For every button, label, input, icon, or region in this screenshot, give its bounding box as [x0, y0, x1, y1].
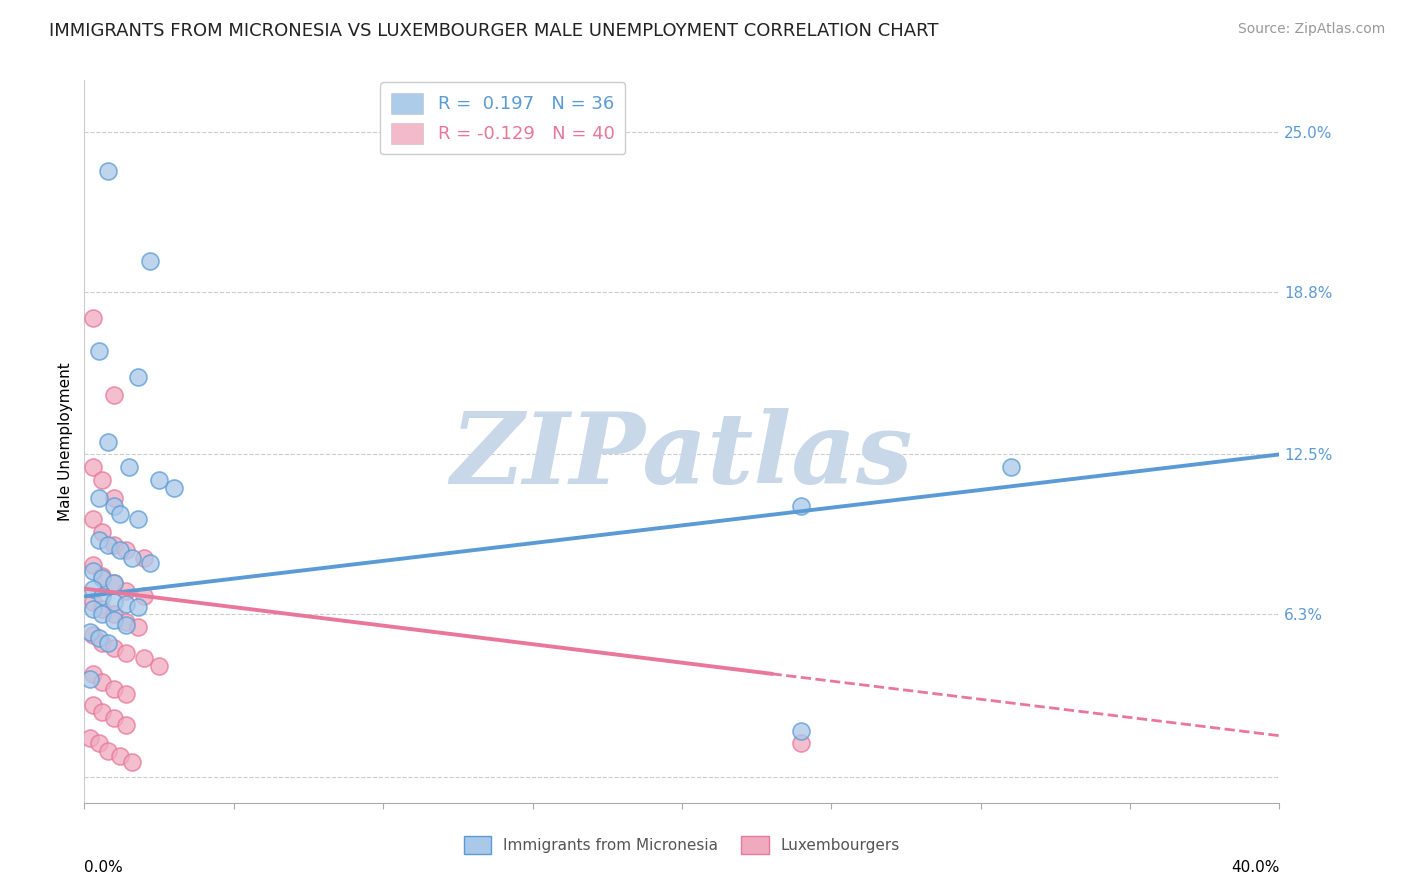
Point	[115, 687, 138, 701]
Legend: Immigrants from Micronesia, Luxembourgers: Immigrants from Micronesia, Luxembourger…	[457, 830, 907, 860]
Point	[82, 594, 104, 608]
Point	[103, 491, 125, 506]
Point	[103, 613, 125, 627]
Point	[79, 731, 101, 746]
Point	[89, 491, 111, 506]
Point	[79, 625, 101, 640]
Point	[127, 599, 149, 614]
Point	[91, 524, 114, 539]
Point	[91, 473, 114, 487]
Point	[97, 434, 120, 449]
Point	[97, 538, 120, 552]
Point	[148, 659, 170, 673]
Point	[82, 582, 104, 596]
Point	[115, 615, 138, 630]
Point	[121, 755, 143, 769]
Point	[115, 646, 138, 660]
Point	[110, 542, 132, 557]
Point	[89, 344, 111, 359]
Point	[103, 594, 125, 608]
Point	[82, 558, 104, 573]
Point	[97, 636, 120, 650]
Point	[91, 571, 114, 585]
Point	[121, 550, 143, 565]
Text: 0.0%: 0.0%	[84, 860, 124, 874]
Point	[91, 636, 114, 650]
Y-axis label: Male Unemployment: Male Unemployment	[58, 362, 73, 521]
Point	[127, 512, 149, 526]
Point	[127, 370, 149, 384]
Point	[82, 564, 104, 578]
Point	[91, 706, 114, 720]
Point	[132, 590, 156, 604]
Point	[103, 711, 125, 725]
Point	[103, 576, 125, 591]
Point	[115, 617, 138, 632]
Point	[89, 736, 111, 750]
Point	[110, 507, 132, 521]
Point	[103, 576, 125, 591]
Point	[103, 640, 125, 655]
Point	[790, 736, 813, 750]
Point	[132, 651, 156, 665]
Point	[127, 620, 149, 634]
Point	[91, 674, 114, 689]
Point	[103, 538, 125, 552]
Point	[103, 499, 125, 513]
Text: ZIPatlas: ZIPatlas	[451, 408, 912, 504]
Point	[148, 473, 170, 487]
Point	[103, 682, 125, 697]
Point	[790, 723, 813, 738]
Point	[89, 533, 111, 547]
Point	[82, 310, 104, 325]
Point	[790, 499, 813, 513]
Point	[91, 590, 114, 604]
Point	[79, 672, 101, 686]
Point	[91, 607, 114, 622]
Point	[118, 460, 141, 475]
Point	[139, 254, 162, 268]
Point	[82, 460, 104, 475]
Point	[82, 602, 104, 616]
Point	[91, 602, 114, 616]
Point	[97, 163, 120, 178]
Point	[110, 749, 132, 764]
Point	[115, 584, 138, 599]
Point	[82, 666, 104, 681]
Point	[115, 542, 138, 557]
Point	[103, 607, 125, 622]
Point	[91, 568, 114, 582]
Text: 40.0%: 40.0%	[1232, 860, 1279, 874]
Point	[115, 718, 138, 732]
Point	[115, 597, 138, 611]
Point	[1000, 460, 1022, 475]
Point	[89, 631, 111, 645]
Point	[82, 628, 104, 642]
Point	[82, 512, 104, 526]
Point	[97, 744, 120, 758]
Text: Source: ZipAtlas.com: Source: ZipAtlas.com	[1237, 22, 1385, 37]
Point	[103, 388, 125, 402]
Point	[139, 556, 162, 570]
Point	[163, 481, 186, 495]
Point	[82, 698, 104, 712]
Point	[132, 550, 156, 565]
Text: IMMIGRANTS FROM MICRONESIA VS LUXEMBOURGER MALE UNEMPLOYMENT CORRELATION CHART: IMMIGRANTS FROM MICRONESIA VS LUXEMBOURG…	[49, 22, 939, 40]
